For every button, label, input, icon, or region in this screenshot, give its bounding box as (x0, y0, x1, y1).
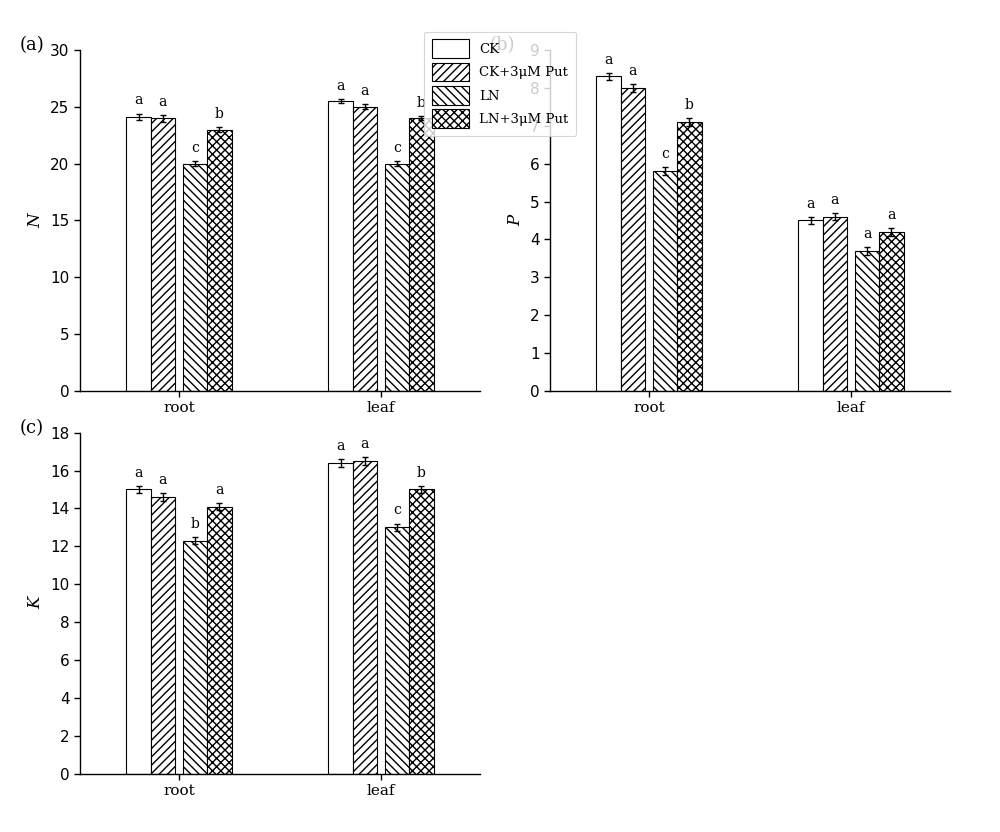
Text: b: b (685, 98, 694, 112)
Bar (151, 118, 175, 391)
Legend: CK, CK+3μM Put, LN, LN+3μM Put: CK, CK+3μM Put, LN, LN+3μM Put (424, 32, 576, 136)
Y-axis label: N: N (28, 213, 45, 228)
Bar (879, 232, 904, 391)
Text: a: a (831, 193, 839, 207)
Bar (409, 118, 434, 391)
Bar (126, 489, 151, 774)
Text: b: b (417, 466, 426, 479)
Text: (c): (c) (20, 419, 44, 437)
Bar (207, 507, 232, 774)
Text: b: b (417, 96, 426, 110)
Text: c: c (661, 147, 669, 161)
Text: a: a (134, 466, 143, 479)
Y-axis label: P: P (507, 215, 524, 226)
Bar (621, 88, 645, 391)
Text: b: b (215, 106, 224, 121)
Bar (207, 130, 232, 391)
Bar (328, 102, 353, 391)
Bar (353, 461, 377, 774)
Text: a: a (361, 84, 369, 98)
Text: a: a (336, 439, 345, 453)
Text: b: b (191, 517, 200, 531)
Bar (385, 527, 409, 774)
Y-axis label: K: K (28, 597, 45, 609)
Bar (328, 463, 353, 774)
Bar (353, 106, 377, 391)
Bar (653, 171, 677, 391)
Text: a: a (604, 52, 613, 67)
Text: a: a (863, 227, 871, 241)
Text: a: a (159, 95, 167, 109)
Text: c: c (191, 141, 199, 155)
Text: a: a (806, 196, 815, 210)
Text: a: a (629, 64, 637, 78)
Text: a: a (215, 483, 224, 497)
Text: a: a (336, 79, 345, 92)
Bar (183, 164, 207, 391)
Bar (183, 541, 207, 774)
Bar (409, 489, 434, 774)
Text: a: a (159, 473, 167, 488)
Bar (798, 220, 823, 391)
Bar (385, 164, 409, 391)
Text: c: c (393, 141, 401, 156)
Bar (151, 497, 175, 774)
Bar (126, 117, 151, 391)
Bar (677, 122, 702, 391)
Text: c: c (393, 503, 401, 518)
Bar (823, 216, 847, 391)
Text: a: a (134, 93, 143, 107)
Text: (b): (b) (490, 37, 516, 54)
Bar (855, 250, 879, 391)
Text: (a): (a) (20, 37, 45, 54)
Text: a: a (887, 208, 896, 222)
Text: a: a (361, 437, 369, 451)
Bar (596, 77, 621, 391)
